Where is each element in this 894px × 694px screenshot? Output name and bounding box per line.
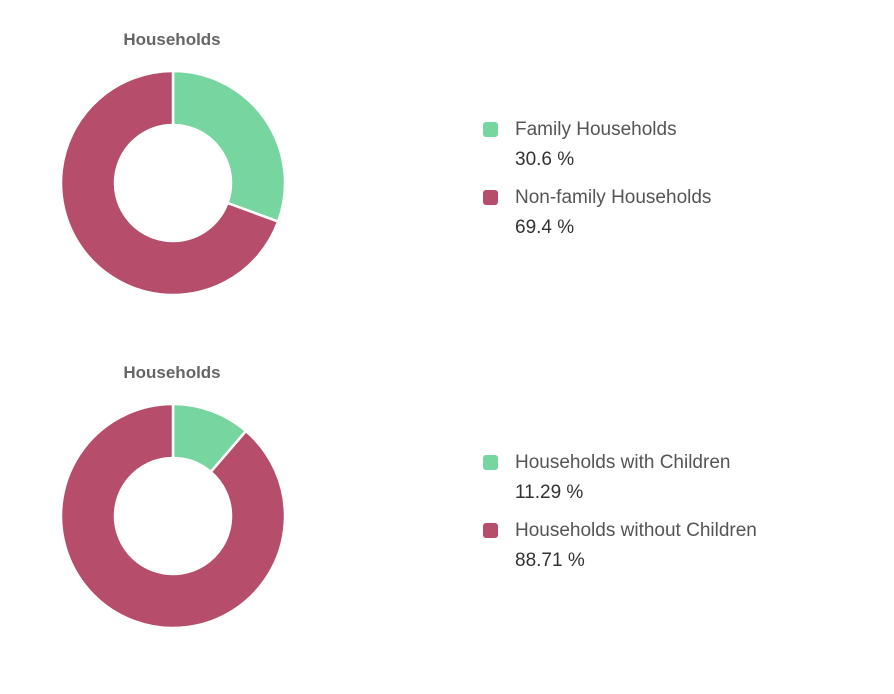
- legend-label: Households with Children: [515, 452, 731, 473]
- legend-value: 11.29 %: [515, 482, 584, 503]
- legend-label: Households without Children: [515, 520, 757, 541]
- legend-item-non-family-households[interactable]: Non-family Households 69.4 %: [483, 186, 711, 254]
- legend-item-households-without-children[interactable]: Households without Children 88.71 %: [483, 519, 757, 587]
- chart-households-family: Households Family Households 30.6 % Non-…: [0, 0, 894, 333]
- chart-title: Households: [123, 30, 221, 49]
- legend-item-households-with-children[interactable]: Households with Children 11.29 %: [483, 451, 757, 519]
- legend-value: 69.4 %: [515, 217, 575, 238]
- legend-swatch: [483, 122, 498, 137]
- donut-chart: [59, 69, 287, 297]
- legend-swatch: [483, 190, 498, 205]
- legend-item-family-households[interactable]: Family Households 30.6 %: [483, 118, 711, 186]
- donut-slice-households-without-children[interactable]: [59, 402, 287, 630]
- legend-label: Family Households: [515, 119, 677, 140]
- donut-slice-family-households[interactable]: [171, 69, 287, 223]
- chart-households-children: Households Households with Children 11.2…: [0, 333, 894, 666]
- donut-slice-non-family-households[interactable]: [59, 69, 280, 297]
- legend-label: Non-family Households: [515, 187, 712, 208]
- legend-swatch: [483, 523, 498, 538]
- chart-title: Households: [123, 363, 221, 382]
- donut-chart: [59, 402, 287, 630]
- legend-value: 88.71 %: [515, 550, 585, 571]
- legend: Family Households 30.6 % Non-family Hous…: [483, 118, 711, 254]
- legend-swatch: [483, 455, 498, 470]
- legend-value: 30.6 %: [515, 149, 575, 170]
- legend: Households with Children 11.29 % Househo…: [483, 451, 757, 587]
